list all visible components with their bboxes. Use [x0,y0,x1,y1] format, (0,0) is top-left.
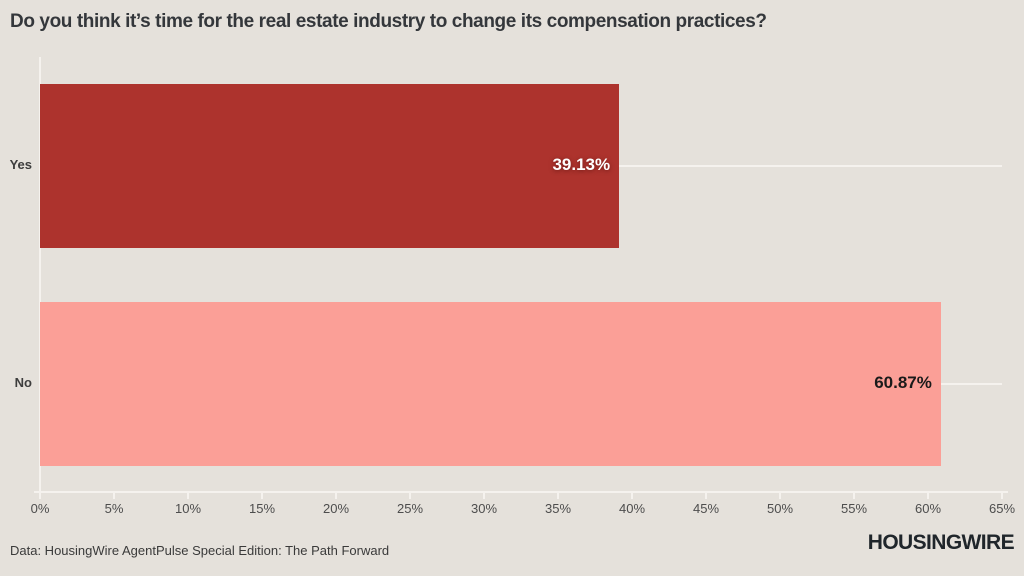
x-tick-label: 10% [174,501,202,516]
x-tick-label: 60% [914,501,942,516]
x-tick-label: 30% [470,501,498,516]
x-tick [409,493,411,499]
x-tick-label: 20% [322,501,350,516]
x-tick-label: 25% [396,501,424,516]
x-tick-label: 35% [544,501,572,516]
x-tick [1001,493,1003,499]
x-tick [335,493,337,499]
x-tick-label: 15% [248,501,276,516]
x-tick-label: 40% [618,501,646,516]
x-tick-label: 50% [766,501,794,516]
x-tick [853,493,855,499]
x-tick [705,493,707,499]
zero-gridline [39,57,41,498]
x-tick [631,493,633,499]
x-tick [483,493,485,499]
bar-yes [40,84,620,248]
bar-no [40,302,941,466]
x-tick [113,493,115,499]
x-tick [187,493,189,499]
x-tick-label: 65% [988,501,1016,516]
value-label: 60.87% [874,373,932,392]
x-tick-label: 0% [30,501,50,516]
value-label: 39.13% [552,155,611,174]
category-label: No [14,375,32,390]
x-tick-label: 55% [840,501,868,516]
housingwire-logo: HOUSINGWIRE [867,531,1015,554]
chart-title: Do you think it’s time for the real esta… [10,11,767,32]
x-tick [779,493,781,499]
x-tick-label: 45% [692,501,720,516]
x-tick-label: 5% [104,501,124,516]
x-tick [39,493,41,499]
x-tick [557,493,559,499]
category-label: Yes [9,157,32,172]
x-tick [927,493,929,499]
x-tick [261,493,263,499]
x-axis-line [34,491,1008,493]
source-note: Data: HousingWire AgentPulse Special Edi… [10,543,390,558]
